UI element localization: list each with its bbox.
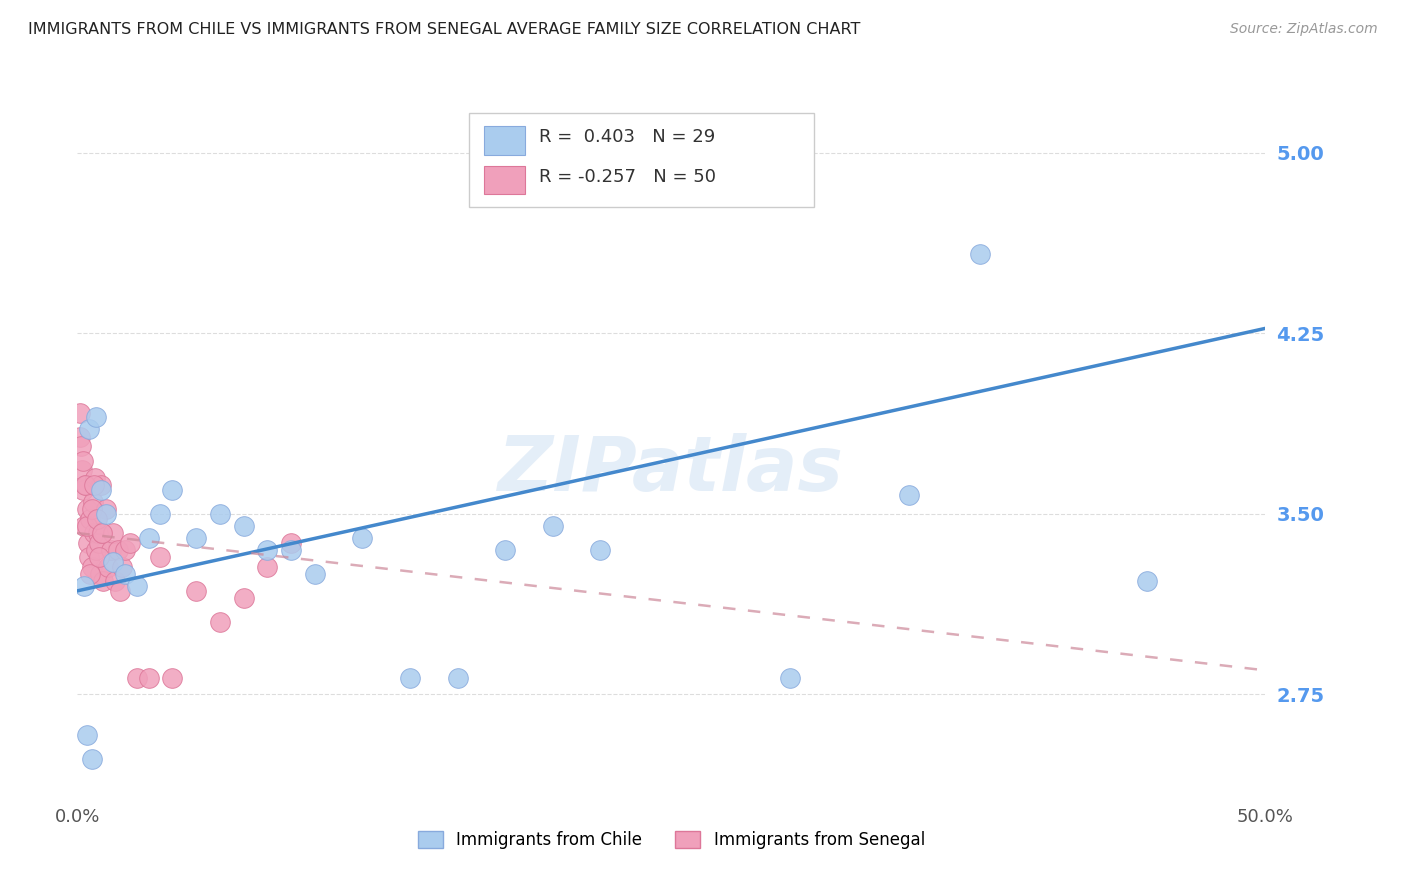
Bar xyxy=(484,126,526,154)
Legend: Immigrants from Chile, Immigrants from Senegal: Immigrants from Chile, Immigrants from S… xyxy=(411,824,932,856)
Point xyxy=(76,518,98,533)
Point xyxy=(162,483,184,497)
Point xyxy=(541,518,564,533)
Point xyxy=(94,507,117,521)
Point xyxy=(114,542,136,557)
Point xyxy=(114,567,136,582)
Point xyxy=(83,478,105,492)
Text: R = -0.257   N = 50: R = -0.257 N = 50 xyxy=(540,168,717,186)
Point xyxy=(101,526,124,541)
Point xyxy=(280,535,302,549)
Point xyxy=(80,752,103,766)
FancyBboxPatch shape xyxy=(470,112,814,207)
Point xyxy=(69,430,91,444)
Point xyxy=(232,591,254,605)
Point xyxy=(118,535,141,549)
Point xyxy=(80,559,103,574)
Point xyxy=(86,511,108,525)
Point xyxy=(73,518,96,533)
Point xyxy=(399,671,422,685)
Point xyxy=(86,526,108,541)
Point xyxy=(898,487,921,501)
Point xyxy=(89,550,111,565)
Text: Source: ZipAtlas.com: Source: ZipAtlas.com xyxy=(1230,22,1378,37)
Point xyxy=(86,410,108,425)
Point xyxy=(69,406,91,420)
Point xyxy=(72,483,94,497)
Bar xyxy=(484,166,526,194)
Text: ZIPatlas: ZIPatlas xyxy=(498,434,845,508)
Point xyxy=(77,535,100,549)
Point xyxy=(108,583,131,598)
Point xyxy=(77,422,100,436)
Point xyxy=(111,559,134,574)
Point xyxy=(149,550,172,565)
Point xyxy=(75,478,97,492)
Point xyxy=(101,555,124,569)
Point xyxy=(149,507,172,521)
Point xyxy=(125,671,148,685)
Point xyxy=(73,579,96,593)
Point xyxy=(94,502,117,516)
Point xyxy=(83,526,105,541)
Point xyxy=(779,671,801,685)
Point xyxy=(91,526,114,541)
Point xyxy=(107,542,129,557)
Point xyxy=(97,559,120,574)
Point xyxy=(84,470,107,484)
Point xyxy=(76,728,98,742)
Point xyxy=(90,478,112,492)
Point xyxy=(93,574,115,589)
Point xyxy=(256,559,278,574)
Point xyxy=(186,583,208,598)
Point xyxy=(304,567,326,582)
Point xyxy=(100,542,122,557)
Point xyxy=(589,542,612,557)
Point xyxy=(256,542,278,557)
Point xyxy=(70,439,93,453)
Point xyxy=(162,671,184,685)
Point xyxy=(969,246,991,260)
Point xyxy=(86,542,108,557)
Point xyxy=(73,478,96,492)
Point xyxy=(79,567,101,582)
Point xyxy=(186,531,208,545)
Point xyxy=(494,542,516,557)
Point xyxy=(446,671,468,685)
Text: R =  0.403   N = 29: R = 0.403 N = 29 xyxy=(540,128,716,146)
Point xyxy=(232,518,254,533)
Point xyxy=(77,550,100,565)
Point xyxy=(80,502,103,516)
Point xyxy=(76,502,98,516)
Point xyxy=(87,535,110,549)
Point xyxy=(70,463,93,477)
Point xyxy=(72,454,94,468)
Point xyxy=(1136,574,1159,589)
Point xyxy=(138,531,160,545)
Point xyxy=(90,526,112,541)
Point xyxy=(82,494,104,508)
Point xyxy=(90,483,112,497)
Point xyxy=(208,615,231,630)
Point xyxy=(208,507,231,521)
Point xyxy=(138,671,160,685)
Point xyxy=(125,579,148,593)
Point xyxy=(352,531,374,545)
Text: IMMIGRANTS FROM CHILE VS IMMIGRANTS FROM SENEGAL AVERAGE FAMILY SIZE CORRELATION: IMMIGRANTS FROM CHILE VS IMMIGRANTS FROM… xyxy=(28,22,860,37)
Point xyxy=(280,542,302,557)
Point xyxy=(89,567,111,582)
Point xyxy=(104,574,127,589)
Point xyxy=(79,511,101,525)
